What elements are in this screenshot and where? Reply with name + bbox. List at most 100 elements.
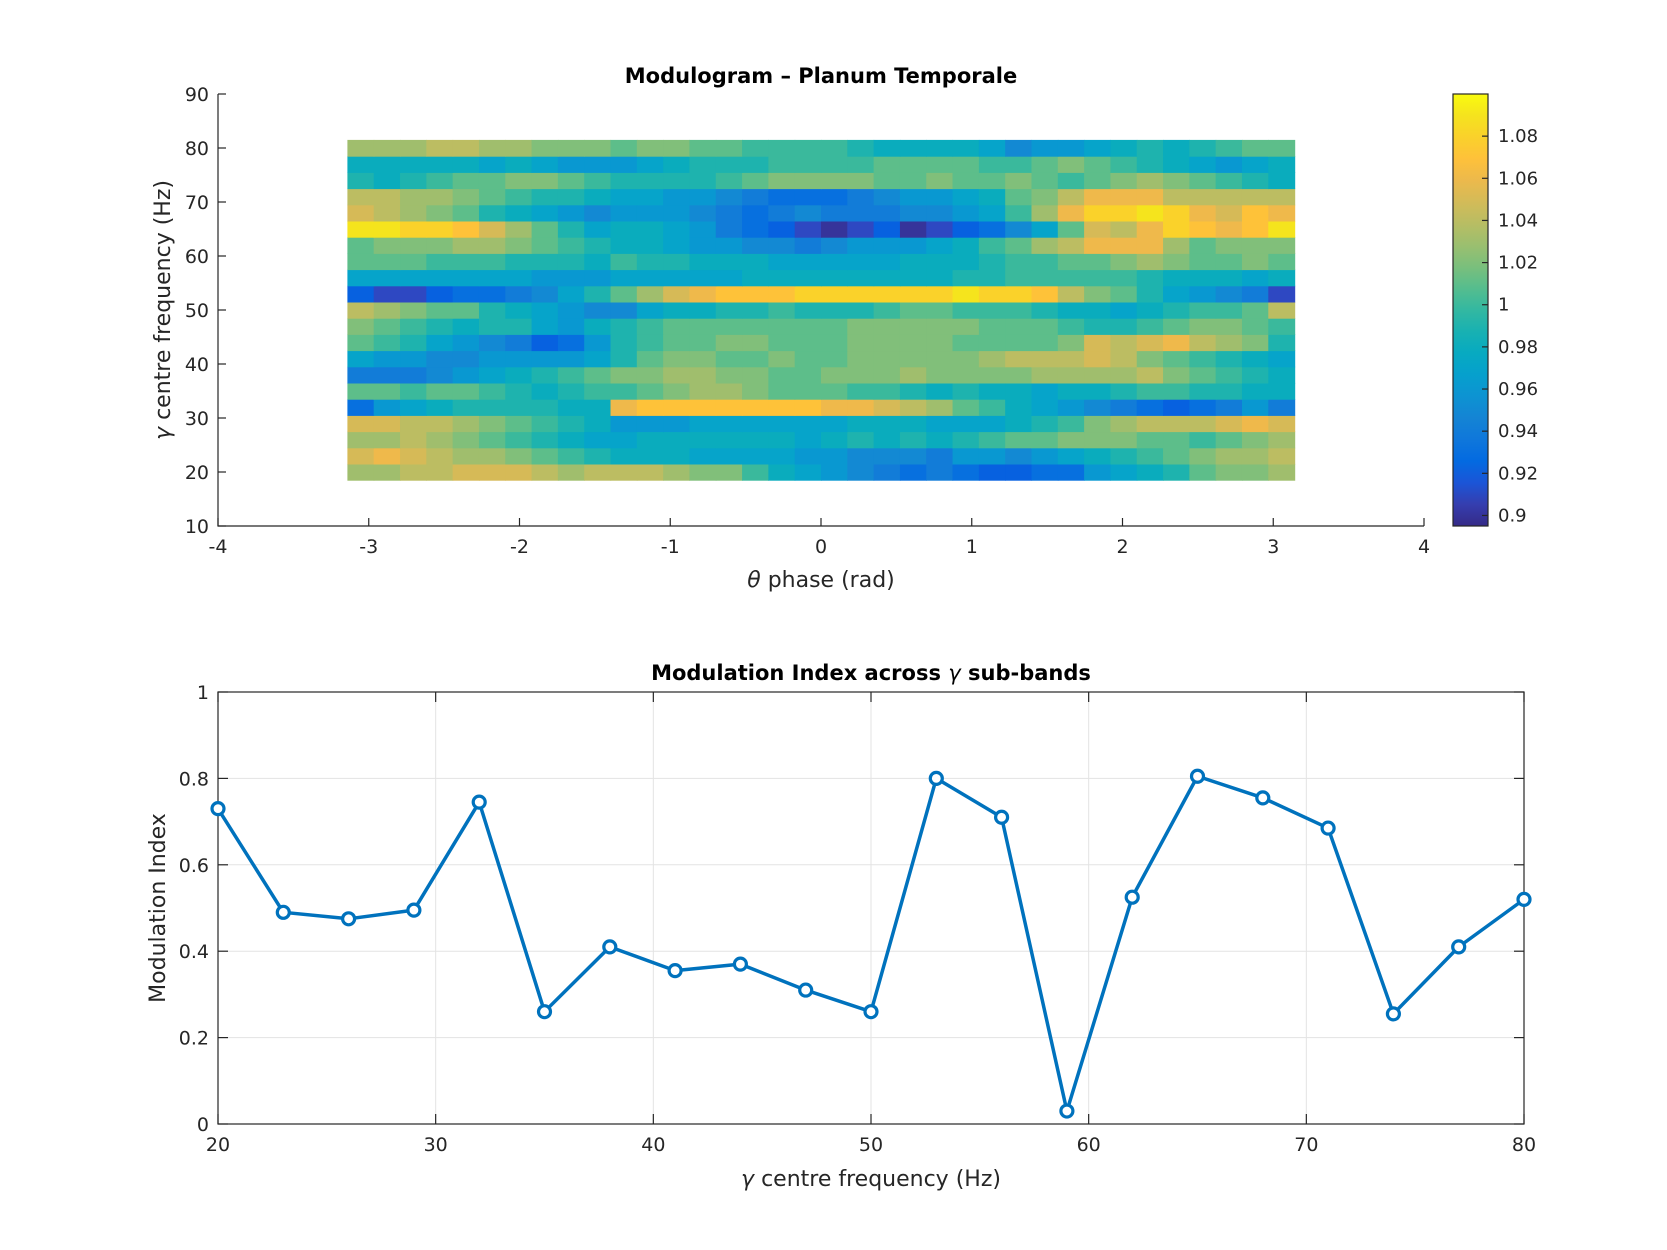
heatmap-cell bbox=[1005, 139, 1033, 157]
heatmap-cell bbox=[873, 350, 901, 368]
heatmap-cell bbox=[636, 415, 664, 433]
heatmap-cell bbox=[768, 447, 796, 465]
heatmap-cell bbox=[584, 220, 612, 238]
y-tick-label: 1 bbox=[197, 682, 209, 704]
heatmap-cell bbox=[347, 301, 375, 319]
heatmap-cell bbox=[1268, 366, 1296, 384]
heatmap-cell bbox=[1110, 399, 1138, 416]
heatmap-cell bbox=[847, 447, 875, 465]
heatmap-cell bbox=[400, 237, 427, 254]
heatmap-cell bbox=[873, 204, 901, 222]
heatmap-cell bbox=[899, 204, 927, 222]
heatmap-cell bbox=[978, 301, 1006, 319]
heatmap-cell bbox=[531, 301, 559, 319]
heatmap-cell bbox=[584, 188, 612, 206]
heatmap-cell bbox=[1163, 220, 1190, 238]
heatmap-cell bbox=[452, 139, 480, 157]
heatmap-cell bbox=[952, 463, 980, 481]
heatmap-cell bbox=[426, 172, 454, 190]
heatmap-cell bbox=[1215, 172, 1243, 190]
colorbar-tick-label: 0.94 bbox=[1498, 421, 1538, 442]
heatmap-cell bbox=[610, 366, 638, 384]
heatmap-cell bbox=[426, 188, 454, 206]
heatmap-cell bbox=[636, 172, 664, 190]
heatmap-cell bbox=[1136, 188, 1164, 206]
heatmap-cell bbox=[1005, 318, 1033, 335]
heatmap-cell bbox=[1268, 285, 1296, 303]
heatmap-cell bbox=[1084, 301, 1112, 319]
heatmap-cell bbox=[689, 382, 717, 400]
heatmap-cell bbox=[715, 415, 743, 433]
heatmap-cell bbox=[1268, 382, 1296, 400]
y-tick-label: 40 bbox=[185, 354, 209, 376]
mi-point bbox=[341, 911, 357, 927]
heatmap-cell bbox=[1057, 285, 1085, 303]
heatmap-cell bbox=[873, 188, 901, 206]
heatmap-cell bbox=[768, 237, 796, 254]
heatmap-cell bbox=[821, 366, 848, 384]
heatmap-cell bbox=[1163, 447, 1190, 465]
heatmap-cell bbox=[768, 269, 796, 287]
heatmap-cell bbox=[926, 318, 954, 335]
heatmap-cell bbox=[1110, 139, 1138, 157]
heatmap-cell bbox=[821, 253, 848, 271]
heatmap-cell bbox=[1189, 188, 1217, 206]
heatmap-cell bbox=[1189, 334, 1217, 352]
heatmap-cell bbox=[847, 188, 875, 206]
heatmap-cell bbox=[715, 366, 743, 384]
mi-point bbox=[993, 809, 1010, 825]
heatmap-cell bbox=[1163, 334, 1190, 352]
heatmap-cell bbox=[1268, 334, 1296, 352]
heatmap-cell bbox=[1110, 463, 1138, 481]
heatmap-cell bbox=[847, 253, 875, 271]
heatmap-cell bbox=[505, 447, 533, 465]
mi-ylabel: Modulation Index bbox=[146, 813, 171, 1003]
heatmap-cell bbox=[715, 269, 743, 287]
heatmap-cell bbox=[400, 269, 427, 287]
heatmap-cell bbox=[1215, 237, 1243, 254]
heatmap-cell bbox=[768, 156, 796, 173]
heatmap-cell bbox=[636, 350, 664, 368]
heatmap-cell bbox=[847, 382, 875, 400]
heatmap-cell bbox=[636, 139, 664, 157]
heatmap-cell bbox=[584, 334, 612, 352]
heatmap-cell bbox=[1031, 269, 1059, 287]
heatmap-cell bbox=[689, 204, 717, 222]
heatmap-cell bbox=[373, 318, 401, 335]
heatmap-cell bbox=[1005, 334, 1033, 352]
y-tick-label: 30 bbox=[185, 408, 209, 430]
heatmap-cell bbox=[1268, 204, 1296, 222]
heatmap-cell bbox=[1136, 204, 1164, 222]
heatmap-cell bbox=[636, 318, 664, 335]
heatmap-cell bbox=[584, 431, 612, 449]
heatmap-cell bbox=[1005, 204, 1033, 222]
heatmap-cell bbox=[1057, 399, 1085, 416]
heatmap-cell bbox=[452, 415, 480, 433]
heatmap-cell bbox=[926, 415, 954, 433]
heatmap-cell bbox=[347, 188, 375, 206]
x-tick-label: -2 bbox=[510, 536, 529, 558]
mi-title: Modulation Index across γ sub-bands bbox=[651, 661, 1091, 685]
heatmap-cell bbox=[557, 139, 585, 157]
heatmap-cell bbox=[873, 237, 901, 254]
heatmap-cell bbox=[531, 188, 559, 206]
heatmap-cell bbox=[1268, 237, 1296, 254]
heatmap-cell bbox=[1057, 334, 1085, 352]
heatmap-cell bbox=[899, 350, 927, 368]
modulogram-cells bbox=[347, 139, 1296, 481]
heatmap-cell bbox=[742, 366, 769, 384]
heatmap-cell bbox=[1136, 301, 1164, 319]
mi-point bbox=[275, 904, 291, 920]
heatmap-cell bbox=[794, 334, 822, 352]
heatmap-cell bbox=[426, 463, 454, 481]
heatmap-cell bbox=[1005, 172, 1033, 190]
heatmap-cell bbox=[847, 318, 875, 335]
modulogram-ylabel-text: centre frequency (Hz) bbox=[151, 180, 176, 420]
heatmap-cell bbox=[636, 334, 664, 352]
y-tick-label: 70 bbox=[185, 192, 209, 214]
heatmap-cell bbox=[821, 237, 848, 254]
heatmap-cell bbox=[742, 188, 769, 206]
heatmap-cell bbox=[742, 350, 769, 368]
heatmap-cell bbox=[794, 301, 822, 319]
